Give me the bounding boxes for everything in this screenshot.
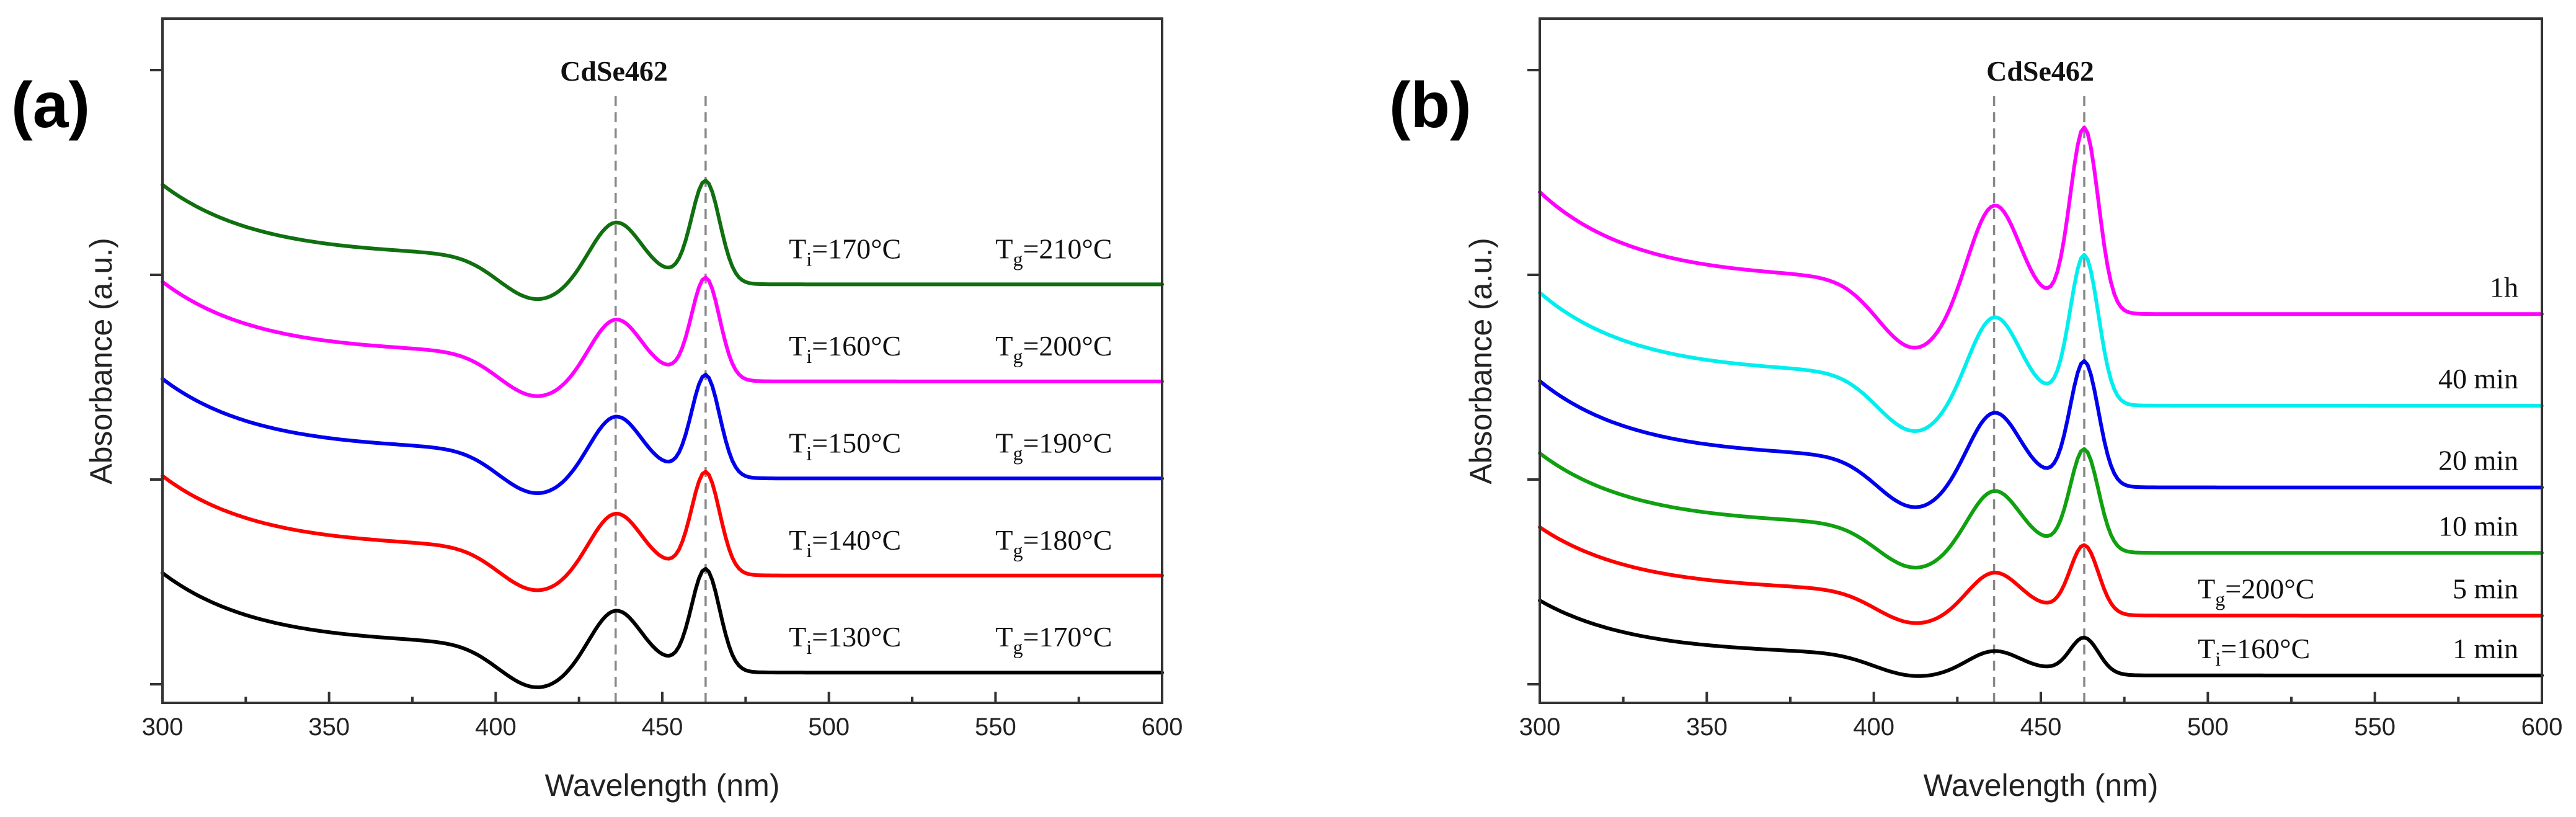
tg-annotation-4: Tg=210°C bbox=[995, 233, 1112, 270]
x-tick-label: 500 bbox=[808, 713, 850, 741]
series-line-3 bbox=[161, 275, 1164, 398]
x-tick-label: 550 bbox=[975, 713, 1016, 741]
condition-ti-label: Ti=160°C bbox=[2198, 633, 2310, 670]
series-line-2 bbox=[1538, 447, 2544, 569]
time-label-3: 20 min bbox=[2438, 445, 2518, 476]
y-axis-title-b: Absorbance (a.u.) bbox=[1463, 238, 1498, 484]
series-line-4 bbox=[1538, 252, 2544, 433]
x-tick-label: 400 bbox=[1853, 713, 1894, 741]
tg-annotation-0: Tg=170°C bbox=[995, 621, 1112, 658]
x-tick-label: 300 bbox=[1519, 713, 1561, 741]
tg-annotation-2: Tg=190°C bbox=[995, 427, 1112, 464]
time-label-5: 1h bbox=[2490, 271, 2518, 303]
condition-tg-label: Tg=200°C bbox=[2198, 573, 2314, 610]
ti-annotation-3: Ti=160°C bbox=[789, 330, 901, 367]
reference-lines-a bbox=[615, 96, 707, 703]
x-tick-label: 300 bbox=[142, 713, 184, 741]
tg-annotation-3: Tg=200°C bbox=[995, 330, 1112, 367]
ti-annotation-4: Ti=170°C bbox=[789, 233, 901, 270]
panel-a: (a) 300 350 400 450 500 550 600 CdSe462 Ti=130… bbox=[11, 17, 1183, 803]
panel-label-a: (a) bbox=[11, 69, 90, 141]
series-line-4 bbox=[161, 179, 1164, 301]
x-axis-title-a: Wavelength (nm) bbox=[545, 768, 780, 803]
series-line-3 bbox=[1538, 359, 2544, 509]
panel-label-b: (b) bbox=[1389, 69, 1472, 141]
x-ticks-b: 300 350 400 450 500 550 600 bbox=[1519, 692, 2563, 741]
x-tick-label: 500 bbox=[2187, 713, 2229, 741]
reference-lines-b bbox=[1992, 96, 2085, 703]
time-label-4: 40 min bbox=[2438, 363, 2518, 395]
x-tick-label: 600 bbox=[1142, 713, 1183, 741]
series-line-2 bbox=[161, 372, 1164, 495]
x-tick-label: 450 bbox=[2020, 713, 2062, 741]
x-tick-label: 350 bbox=[308, 713, 350, 741]
x-ticks-a: 300 350 400 450 500 550 600 bbox=[142, 692, 1183, 741]
series-line-1 bbox=[161, 470, 1164, 592]
x-tick-label: 550 bbox=[2354, 713, 2396, 741]
series-line-5 bbox=[1538, 125, 2544, 350]
curves-b bbox=[1538, 125, 2544, 678]
time-label-0: 1 min bbox=[2453, 633, 2518, 664]
annotations-b: 1 min 5 min 10 min 20 min 40 min 1h Ti=160°C Tg… bbox=[2198, 271, 2518, 670]
x-tick-label: 450 bbox=[642, 713, 683, 741]
x-tick-label: 400 bbox=[475, 713, 517, 741]
series-line-0 bbox=[1538, 599, 2544, 678]
series-line-0 bbox=[161, 566, 1164, 689]
annotations-a: Ti=130°C Tg=170°C Ti=140°C Tg=180°C Ti=150°C… bbox=[789, 233, 1112, 658]
y-ticks-b bbox=[1527, 69, 1540, 685]
x-tick-label: 600 bbox=[2521, 713, 2563, 741]
peak-label-b: CdSe462 bbox=[1986, 55, 2094, 87]
ti-annotation-1: Ti=140°C bbox=[789, 524, 901, 561]
curves-a bbox=[161, 179, 1164, 689]
time-label-1: 5 min bbox=[2453, 573, 2518, 604]
peak-label-a: CdSe462 bbox=[560, 55, 668, 87]
series-line-1 bbox=[1538, 525, 2544, 625]
x-tick-label: 350 bbox=[1686, 713, 1728, 741]
time-label-2: 10 min bbox=[2438, 510, 2518, 542]
y-ticks-a bbox=[150, 69, 162, 685]
tg-annotation-1: Tg=180°C bbox=[995, 524, 1112, 561]
ti-annotation-0: Ti=130°C bbox=[789, 621, 901, 658]
panel-b: (b) 300 350 400 450 500 550 600 CdSe462 1 min 5… bbox=[1389, 17, 2563, 803]
y-axis-title-a: Absorbance (a.u.) bbox=[84, 238, 118, 484]
x-axis-title-b: Wavelength (nm) bbox=[1924, 768, 2159, 803]
ti-annotation-2: Ti=150°C bbox=[789, 427, 901, 464]
